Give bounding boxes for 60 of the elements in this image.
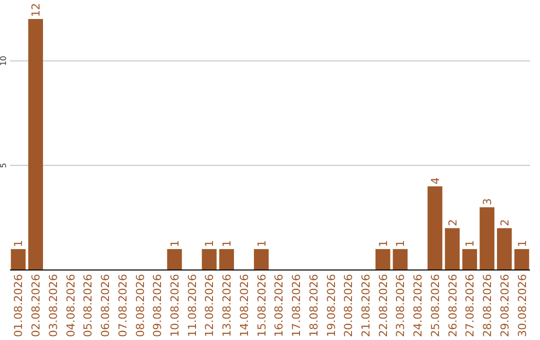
x-tick-label: 26.08.2026 [446, 274, 460, 337]
bar [392, 249, 408, 270]
data-label: 1 [12, 240, 26, 248]
data-label: 1 [376, 240, 390, 248]
x-tick-label: 08.08.2026 [134, 274, 147, 337]
data-label: 1 [168, 240, 182, 248]
bar [462, 249, 478, 270]
x-tick-label: 24.08.2026 [412, 274, 425, 337]
bar [375, 249, 390, 270]
x-tick-label: 02.08.2026 [30, 274, 43, 337]
x-tick-label: 18.08.2026 [307, 274, 320, 337]
x-tick-label: 25.08.2026 [428, 274, 442, 337]
x-tick-label: 16.08.2026 [272, 274, 286, 337]
bar [514, 249, 530, 270]
bar [167, 249, 182, 270]
x-tick-label: 29.08.2026 [498, 274, 512, 337]
bar [219, 249, 234, 270]
x-tick-label: 13.08.2026 [220, 274, 234, 337]
x-tick-label: 17.08.2026 [290, 274, 304, 337]
data-label: 1 [255, 240, 268, 248]
y-tick-label: 5 [0, 162, 8, 168]
data-label: 3 [481, 198, 494, 206]
data-label: 4 [428, 177, 442, 184]
data-label: 1 [394, 240, 408, 248]
x-tick-label: 04.08.2026 [64, 274, 78, 337]
bar [10, 249, 26, 270]
x-tick-label: 09.08.2026 [151, 274, 164, 337]
x-tick-label: 19.08.2026 [324, 274, 338, 337]
x-tick-label: 10.08.2026 [168, 274, 182, 337]
data-label: 12 [30, 3, 43, 17]
x-tick-label: 20.08.2026 [342, 274, 356, 337]
data-label: 2 [498, 219, 512, 226]
x-tick-label: 01.08.2026 [12, 274, 26, 337]
x-tick-label: 03.08.2026 [46, 274, 60, 337]
x-tick-label: 12.08.2026 [203, 274, 216, 337]
x-tick-label: 22.08.2026 [376, 274, 390, 337]
bar [254, 249, 269, 270]
x-tick-label: 28.08.2026 [481, 274, 494, 337]
x-tick-label: 11.08.2026 [186, 274, 199, 337]
bar [428, 186, 442, 270]
y-tick-label: 10 [0, 56, 8, 66]
data-label: 1 [516, 240, 529, 248]
x-tick-label: 06.08.2026 [99, 274, 112, 337]
x-tick-label: 14.08.2026 [238, 274, 251, 337]
x-tick-label: 30.08.2026 [516, 274, 529, 337]
x-tick-label: 21.08.2026 [359, 274, 372, 337]
x-tick-label: 05.08.2026 [82, 274, 95, 337]
x-tick-label: 15.08.2026 [255, 274, 268, 337]
bar [202, 249, 217, 270]
x-tick-label: 07.08.2026 [116, 274, 130, 337]
data-label: 2 [446, 219, 460, 226]
x-tick-label: 23.08.2026 [394, 274, 408, 337]
bar [28, 19, 43, 270]
x-tick-label: 27.08.2026 [464, 274, 477, 337]
data-label: 1 [220, 240, 234, 248]
bar [444, 228, 460, 270]
data-label: 1 [464, 240, 477, 248]
data-label: 1 [203, 240, 216, 248]
bar [480, 207, 494, 270]
bar [497, 228, 512, 270]
